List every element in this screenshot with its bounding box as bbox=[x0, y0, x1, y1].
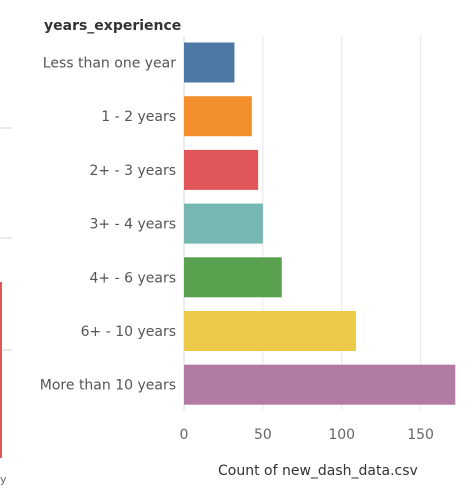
x-tick-label: 150 bbox=[407, 427, 434, 443]
bar[interactable] bbox=[184, 203, 263, 244]
bar[interactable] bbox=[184, 311, 356, 351]
category-label[interactable]: 4+ - 6 years bbox=[90, 270, 176, 286]
side-panel-text-fragment: y bbox=[0, 473, 7, 486]
category-label[interactable]: 3+ - 4 years bbox=[90, 217, 176, 233]
bar[interactable] bbox=[184, 364, 456, 405]
category-label[interactable]: More than 10 years bbox=[40, 378, 176, 394]
category-labels: Less than one year 1 - 2 years 2+ - 3 year… bbox=[40, 56, 176, 394]
category-field-header[interactable]: years_experience bbox=[44, 18, 181, 34]
x-tick-label: 50 bbox=[254, 427, 272, 443]
category-label[interactable]: Less than one year bbox=[43, 56, 176, 72]
x-axis-title[interactable]: Count of new_dash_data.csv bbox=[218, 463, 418, 479]
category-label[interactable]: 1 - 2 years bbox=[101, 109, 176, 125]
bar[interactable] bbox=[184, 42, 235, 83]
category-label[interactable]: 2+ - 3 years bbox=[90, 163, 176, 179]
bars bbox=[184, 42, 456, 405]
bar[interactable] bbox=[184, 149, 259, 190]
category-label[interactable]: 6+ - 10 years bbox=[81, 324, 176, 340]
x-tick-label: 100 bbox=[328, 427, 355, 443]
bar[interactable] bbox=[184, 96, 252, 137]
x-tick-label: 0 bbox=[180, 427, 189, 443]
x-axis-ticks: 0 50 100 150 bbox=[180, 427, 434, 443]
bar[interactable] bbox=[184, 257, 282, 298]
